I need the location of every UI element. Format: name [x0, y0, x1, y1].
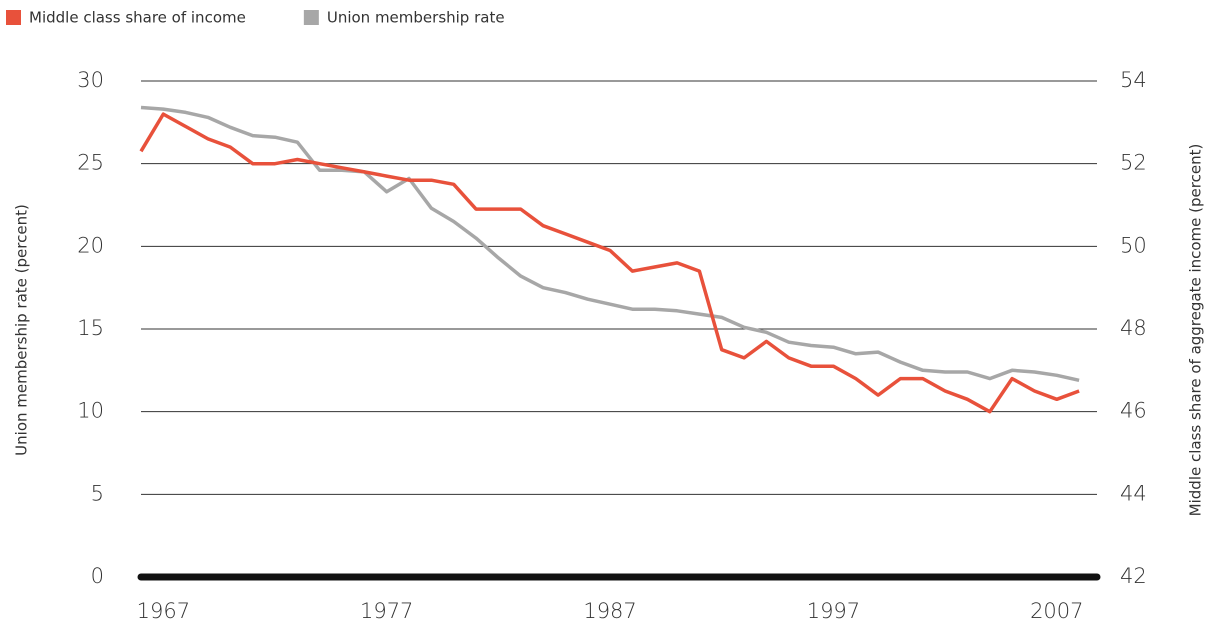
series-line: [140, 105, 1080, 383]
y-tick-label: 10: [77, 399, 104, 423]
y2-tick-label: 48: [1120, 316, 1147, 340]
x-tick-label: 1977: [360, 599, 413, 623]
y2-tick-label: 44: [1120, 481, 1147, 505]
legend-swatch: [303, 10, 319, 25]
y-tick-label: 15: [77, 316, 104, 340]
y-axis-label: Union membership rate (percent): [13, 204, 31, 456]
y-tick-label: 20: [77, 233, 104, 257]
x-tick-label: 1997: [807, 599, 860, 623]
series-line: [139, 112, 1080, 414]
x-tick-label: 1987: [583, 599, 636, 623]
legend-label: Union membership rate: [327, 9, 505, 27]
y-tick-label: 0: [91, 564, 104, 588]
y-tick-label: 30: [77, 68, 104, 92]
y2-tick-label: 52: [1120, 151, 1147, 175]
legend-swatch: [6, 10, 21, 25]
x-tick-label: 2007: [1030, 599, 1083, 623]
y2-tick-label: 46: [1120, 399, 1147, 423]
y-tick-label: 5: [91, 481, 104, 505]
y2-axis-label: Middle class share of aggregate income (…: [1187, 144, 1205, 517]
y2-tick-label: 54: [1120, 68, 1147, 92]
y2-tick-label: 50: [1120, 233, 1147, 257]
x-tick-label: 1967: [137, 599, 190, 623]
y2-tick-label: 42: [1120, 564, 1147, 588]
y-tick-label: 25: [77, 151, 104, 175]
legend-label: Middle class share of income: [29, 9, 246, 27]
